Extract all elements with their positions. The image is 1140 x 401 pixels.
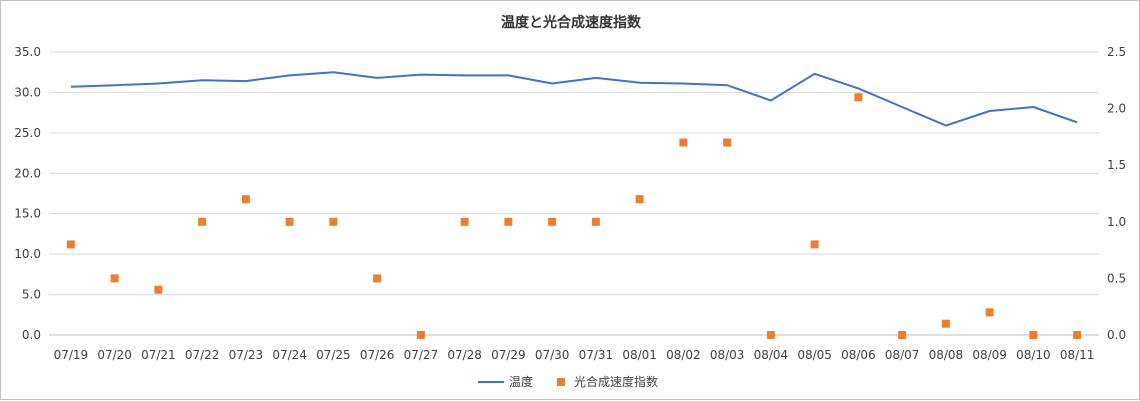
- right-tick-label: 0.0: [1107, 328, 1126, 342]
- x-tick-label: 07/25: [316, 348, 351, 362]
- x-tick-label: 07/23: [229, 348, 264, 362]
- left-tick-label: 20.0: [14, 166, 41, 180]
- photosynthesis-series: [66, 93, 1082, 339]
- photosynthesis-point: [460, 217, 469, 226]
- x-tick-label: 08/02: [666, 348, 701, 362]
- chart-title: 温度と光合成速度指数: [501, 14, 642, 31]
- x-tick-label: 07/30: [535, 348, 570, 362]
- right-tick-label: 2.0: [1107, 102, 1126, 116]
- photosynthesis-point: [810, 240, 819, 249]
- photosynthesis-point: [329, 217, 338, 226]
- photosynthesis-point: [110, 274, 119, 283]
- legend-label-temperature: 温度: [509, 374, 533, 389]
- x-tick-label: 07/22: [185, 348, 220, 362]
- right-axis-ticks: 0.0 0.5 1.0 1.5 2.0 2.5: [1107, 45, 1126, 342]
- x-tick-label: 07/31: [579, 348, 614, 362]
- photosynthesis-point: [373, 274, 382, 283]
- x-tick-label: 08/10: [1016, 348, 1051, 362]
- photosynthesis-point: [548, 217, 557, 226]
- photosynthesis-point: [1073, 331, 1082, 339]
- left-tick-label: 0.0: [22, 328, 41, 342]
- photosynthesis-point: [898, 331, 907, 339]
- photosynthesis-point: [679, 138, 688, 147]
- photosynthesis-point: [504, 217, 513, 226]
- photosynthesis-point: [416, 331, 425, 339]
- x-tick-label: 08/07: [885, 348, 920, 362]
- temperature-series: [70, 71, 1078, 127]
- photosynthesis-point: [766, 331, 775, 339]
- right-tick-label: 1.0: [1107, 215, 1126, 229]
- left-tick-label: 5.0: [22, 288, 41, 302]
- x-tick-label: 08/04: [754, 348, 789, 362]
- temperature-line: [70, 71, 1078, 127]
- x-tick-label: 07/24: [272, 348, 307, 362]
- left-tick-label: 10.0: [14, 247, 41, 261]
- gridlines: [49, 51, 1099, 336]
- legend-label-photosynthesis: 光合成速度指数: [574, 374, 658, 389]
- x-tick-label: 08/06: [841, 348, 876, 362]
- left-tick-label: 35.0: [14, 45, 41, 59]
- right-tick-label: 0.5: [1107, 271, 1126, 285]
- x-tick-label: 08/11: [1060, 348, 1095, 362]
- left-tick-label: 25.0: [14, 126, 41, 140]
- left-tick-label: 15.0: [14, 207, 41, 221]
- x-tick-label: 07/20: [97, 348, 132, 362]
- photosynthesis-point: [941, 319, 950, 328]
- x-tick-label: 08/03: [710, 348, 745, 362]
- x-tick-label: 07/26: [360, 348, 395, 362]
- legend: 温度 光合成速度指数: [478, 374, 658, 389]
- left-tick-label: 30.0: [14, 85, 41, 99]
- photosynthesis-point: [198, 217, 207, 226]
- x-tick-label: 08/09: [972, 348, 1007, 362]
- x-tick-label: 07/29: [491, 348, 526, 362]
- left-axis-ticks: 0.0 5.0 10.0 15.0 20.0 25.0 30.0 35.0: [14, 45, 41, 342]
- x-tick-label: 08/05: [797, 348, 832, 362]
- photosynthesis-point: [285, 217, 294, 226]
- x-tick-label: 08/01: [622, 348, 657, 362]
- photosynthesis-point: [1029, 331, 1038, 339]
- x-tick-label: 07/19: [54, 348, 89, 362]
- photosynthesis-point: [241, 195, 250, 204]
- photosynthesis-point: [723, 138, 732, 147]
- x-tick-label: 07/27: [404, 348, 439, 362]
- photosynthesis-point: [154, 285, 163, 294]
- photosynthesis-point: [591, 217, 600, 226]
- legend-square-icon: [557, 378, 565, 386]
- x-tick-label: 07/21: [141, 348, 176, 362]
- photosynthesis-point: [854, 93, 863, 102]
- right-tick-label: 2.5: [1107, 45, 1126, 59]
- x-axis-ticks: 07/19 07/20 07/21 07/22 07/23 07/24 07/25 07/26…: [49, 334, 1099, 362]
- x-tick-label: 08/08: [929, 348, 964, 362]
- photosynthesis-point: [635, 195, 644, 204]
- right-tick-label: 1.5: [1107, 158, 1126, 172]
- photosynthesis-point: [985, 308, 994, 317]
- photosynthesis-point: [66, 240, 75, 249]
- x-tick-label: 07/28: [447, 348, 482, 362]
